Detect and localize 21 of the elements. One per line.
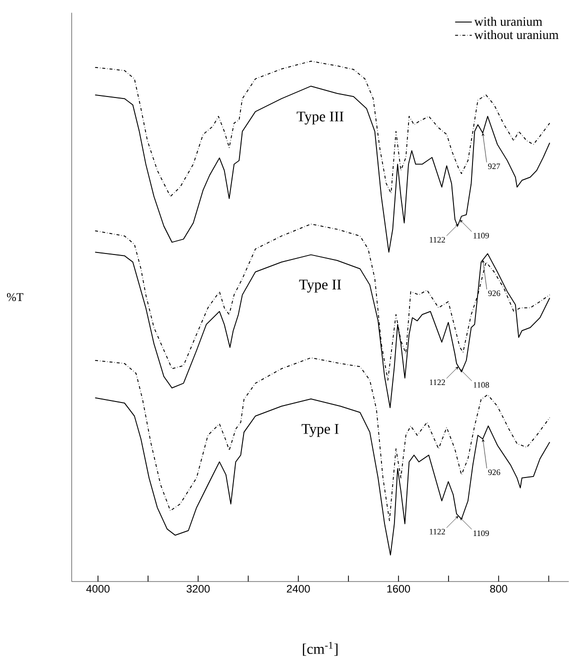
legend-label: with uranium [474,16,542,26]
annotation: Type I [302,424,339,437]
annotation: 1108 [474,382,490,388]
annotation: 1109 [474,530,489,536]
annotation: Type III [296,112,344,124]
x-tick-label: 4000 [86,585,110,593]
x-tick-label: 3200 [186,585,210,593]
annotation: 1122 [430,380,445,386]
annotation: Type II [299,280,342,293]
x-tick-label: 2400 [286,585,310,593]
y-axis-title: %T [6,293,24,302]
annotation: 1122 [430,236,445,242]
annotation: 1122 [430,528,445,534]
annotation: 926 [488,469,500,476]
annotation: 926 [488,290,500,296]
x-tick-label: 800 [490,585,508,593]
x-axis-title: [cm$^{-1}$] [302,642,338,656]
x-tick-label: 1600 [387,585,410,593]
annotation: 1109 [474,232,489,238]
legend-label: without uranium [474,30,559,40]
annotation: 927 [488,164,500,170]
